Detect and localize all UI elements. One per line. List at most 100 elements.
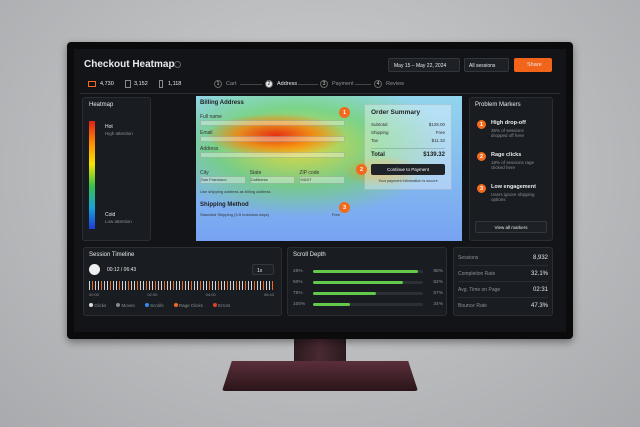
marker-detail: 18% of sessions rage clicked here bbox=[491, 160, 535, 170]
input[interactable] bbox=[200, 136, 345, 142]
total-label: Total bbox=[371, 152, 385, 158]
field: ZIP code 94107 bbox=[299, 170, 346, 184]
depth-label: 100% bbox=[293, 302, 306, 307]
stat-value: 47.3% bbox=[530, 303, 548, 309]
step-label[interactable]: Review bbox=[386, 81, 405, 87]
event-track[interactable] bbox=[89, 281, 274, 290]
field-label: State bbox=[249, 170, 262, 176]
marker-item[interactable]: 2 Rage clicks 18% of sessions rage clicked… bbox=[472, 146, 550, 178]
checkbox-label[interactable]: Use shipping address as billing address bbox=[200, 189, 271, 194]
input[interactable]: 94107 bbox=[299, 176, 346, 184]
marker-number: 1 bbox=[477, 120, 486, 129]
view-all-button[interactable]: View all markers bbox=[475, 221, 547, 233]
stat-label: Avg. Time on Page bbox=[458, 286, 501, 293]
legend-item: Moves bbox=[116, 303, 135, 308]
hotspot-marker[interactable]: 2 bbox=[356, 164, 367, 175]
summary-total: Total $139.32 bbox=[371, 148, 445, 158]
bar-track bbox=[313, 303, 423, 306]
stat-row: Bounce Rate 47.3% bbox=[458, 298, 548, 314]
stat-row: Sessions 8,932 bbox=[458, 250, 548, 266]
share-button[interactable]: Share bbox=[514, 58, 552, 72]
scroll-row: 25% 95% bbox=[293, 266, 443, 277]
device-count: 1,118 bbox=[168, 81, 182, 87]
legend-item: Errors bbox=[212, 303, 230, 308]
input[interactable]: California bbox=[249, 176, 296, 184]
hotspot-marker[interactable]: 1 bbox=[339, 107, 350, 118]
page-title: Checkout Heatmap bbox=[84, 59, 175, 70]
time-tick: 02:00 bbox=[147, 292, 158, 297]
date-picker[interactable]: May 15 – May 22, 2024 bbox=[388, 58, 460, 72]
stat-label: Completion Rate bbox=[458, 270, 496, 277]
time-tick: 00:00 bbox=[89, 292, 100, 297]
help-icon bbox=[174, 61, 181, 68]
markers-panel bbox=[469, 97, 553, 241]
stat-value: 8,932 bbox=[532, 254, 548, 261]
marker-number: 3 bbox=[477, 184, 486, 193]
input[interactable] bbox=[200, 120, 345, 126]
field-label: Email bbox=[200, 130, 213, 136]
scroll-rows: 25% 95% 50% 82% 75% 57% 100% 34% bbox=[293, 266, 443, 310]
scroll-row: 100% 34% bbox=[293, 299, 443, 310]
play-button[interactable] bbox=[89, 264, 100, 275]
legend-item: Clicks bbox=[89, 303, 106, 308]
city-row: City San Francisco State California ZIP co… bbox=[200, 170, 346, 184]
step-number[interactable]: 2 bbox=[265, 80, 273, 88]
marker-number: 2 bbox=[477, 152, 486, 161]
continue-button[interactable]: Continue to Payment bbox=[371, 164, 445, 175]
input[interactable] bbox=[200, 152, 345, 158]
legend-label: Hot bbox=[105, 124, 113, 130]
scroll-row: 75% 57% bbox=[293, 288, 443, 299]
input[interactable]: San Francisco bbox=[200, 176, 246, 184]
field-label: City bbox=[200, 170, 209, 176]
marker-item[interactable]: 3 Low engagement Users ignore shipping opt… bbox=[472, 178, 550, 210]
reached-label: 34% bbox=[433, 302, 443, 307]
field-label: ZIP code bbox=[299, 170, 320, 176]
bar bbox=[313, 270, 418, 273]
total-amount: $139.32 bbox=[423, 152, 445, 158]
line-amount: $11.32 bbox=[431, 138, 445, 143]
legend-label: Cold bbox=[105, 212, 116, 218]
monitor-neck bbox=[294, 338, 346, 364]
field-label: Address bbox=[200, 146, 219, 152]
option-label: Standard Shipping (3-5 business days) bbox=[200, 212, 269, 217]
marker-item[interactable]: 1 High drop-off 35% of sessions dropped of… bbox=[472, 114, 550, 146]
speed-select[interactable]: 1x bbox=[252, 264, 274, 275]
timeline-ticks: 00:00 02:00 04:00 06:43 bbox=[89, 292, 274, 297]
step-label[interactable]: Cart bbox=[226, 81, 237, 87]
stat-row: Completion Rate 32.1% bbox=[458, 266, 548, 282]
step-line bbox=[298, 84, 318, 85]
hotspot-marker[interactable]: 3 bbox=[339, 202, 350, 213]
step-number[interactable]: 3 bbox=[320, 80, 328, 88]
step-number[interactable]: 4 bbox=[374, 80, 382, 88]
reached-label: 82% bbox=[433, 280, 443, 285]
form-title: Shipping Method bbox=[200, 202, 249, 208]
step-label[interactable]: Address bbox=[277, 81, 298, 87]
divider bbox=[80, 93, 560, 94]
line-label: Tax bbox=[371, 138, 379, 143]
panel-title: Problem Markers bbox=[475, 102, 521, 108]
bar bbox=[313, 281, 404, 284]
shipping-option[interactable]: Standard Shipping (3-5 business days) Fre… bbox=[200, 212, 340, 217]
legend-item: Rage Clicks bbox=[173, 303, 203, 308]
order-summary: Order Summary Subtotal $128.00 Shipping Fr… bbox=[364, 104, 452, 190]
summary-line: Tax $11.32 bbox=[371, 138, 445, 143]
bar-track bbox=[313, 270, 423, 273]
marker-title: Rage clicks bbox=[491, 152, 522, 158]
field-label: Full name bbox=[200, 114, 222, 120]
line-label: Subtotal bbox=[371, 122, 388, 127]
summary-title: Order Summary bbox=[371, 109, 421, 116]
stat-label: Sessions bbox=[458, 254, 479, 261]
stat-value: 02:31 bbox=[532, 286, 548, 293]
step-number[interactable]: 1 bbox=[214, 80, 222, 88]
legend-note: High attention bbox=[105, 131, 133, 136]
timeline-legend: Clicks Moves Scrolls Rage Clicks Errors bbox=[89, 303, 230, 308]
form-title: Billing Address bbox=[200, 100, 244, 106]
time-tick: 04:00 bbox=[205, 292, 216, 297]
segment-select[interactable]: All sessions bbox=[464, 58, 509, 72]
step-label[interactable]: Payment bbox=[332, 81, 354, 87]
panel-title: Session Timeline bbox=[89, 252, 135, 258]
marker-detail: Users ignore shipping options bbox=[491, 192, 535, 202]
device-count: 4,730 bbox=[100, 81, 114, 87]
time-tick: 06:43 bbox=[263, 292, 274, 297]
